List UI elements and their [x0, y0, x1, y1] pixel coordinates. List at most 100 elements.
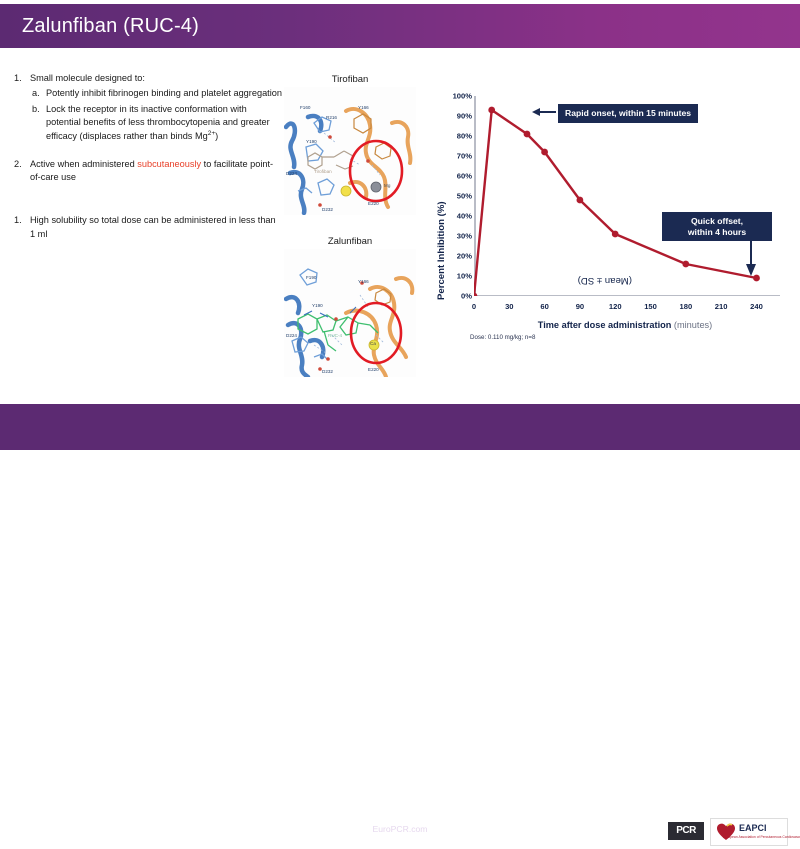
- y-axis-tick: 0%: [461, 291, 472, 301]
- protein-structure-diagram: [284, 249, 416, 377]
- residue-label-f190: F190: [306, 275, 317, 280]
- molecule-panel-zalunfiban: Zalunfiban: [284, 236, 416, 377]
- y-axis-tick: 80%: [456, 131, 472, 141]
- data-point: [753, 274, 760, 282]
- slide-header: Zalunfiban (RUC-4): [0, 4, 800, 48]
- plot-area: [474, 96, 780, 296]
- slide-footer: 2024 euro PCR EuroPCR.com PCR EAPCI Euro…: [0, 404, 800, 848]
- list-item-main: Lock the receptor in its inactive confor…: [46, 103, 270, 142]
- x-axis-tick: 60: [540, 302, 549, 311]
- badge-eapci-name: EAPCI: [739, 823, 767, 833]
- callout-quick-offset: Quick offset, within 4 hours: [662, 212, 772, 242]
- metal-ion-label: Ca: [370, 341, 376, 346]
- callout-line-1: Quick offset,: [690, 216, 744, 226]
- molecule-figure: F190 Y166 Y190 D224 D232 E220 RUC-4 Ca: [284, 249, 416, 377]
- residue-label-y190: Y190: [306, 139, 317, 144]
- badge-eapci-subtitle: European Association of Percutaneous Car…: [723, 835, 800, 839]
- molecule-title: Zalunfiban: [327, 236, 373, 247]
- x-axis-units: (minutes): [673, 320, 713, 330]
- residue-label-d232: D232: [322, 369, 333, 374]
- x-axis-label-main: Time after dose administration: [537, 320, 672, 330]
- residue-label-d224: D224: [286, 333, 297, 338]
- page-title: Zalunfiban (RUC-4): [22, 15, 199, 37]
- callout-line-2: within 4 hours: [687, 226, 747, 237]
- closing-paren: ): [215, 131, 219, 142]
- data-point: [576, 196, 584, 204]
- spacer: [14, 186, 282, 200]
- data-point: [541, 148, 548, 156]
- residue-label-y190: Y190: [312, 303, 323, 308]
- badge-pcr: PCR: [668, 822, 704, 840]
- y-axis-tick: 70%: [456, 151, 472, 161]
- slide: Zalunfiban (RUC-4) 1. Small molecule des…: [0, 4, 800, 848]
- list-item-number: b.: [32, 103, 40, 114]
- protein-structure-diagram: [284, 87, 416, 215]
- highlighted-term: subcutaneously: [137, 158, 202, 169]
- chart-caption: Dose: 0.110 mg/kg; n=8: [470, 334, 536, 341]
- list-item-text: Lock the receptor in its inactive confor…: [46, 103, 282, 144]
- list-item: 2. Active when administered subcutaneous…: [14, 158, 282, 185]
- x-axis-tick: 240: [750, 302, 763, 311]
- y-axis-tick: 50%: [456, 191, 472, 201]
- x-axis-tick: 120: [608, 302, 622, 311]
- y-axis-label: Percent Inhibition (%) (Mean ± SD): [422, 104, 632, 304]
- list-item-text: Active when administered subcutaneously …: [30, 158, 282, 185]
- data-point: [682, 260, 690, 268]
- heart-icon: [717, 823, 735, 840]
- data-series-line: [474, 106, 760, 296]
- data-point: [611, 230, 619, 238]
- molecule-figure: F160 R216 Y166 Y190 D224 D232 E220 Tirof…: [284, 87, 416, 215]
- residue-label-e220: E220: [368, 201, 379, 206]
- list-item-text: Potently inhibit fibrinogen binding and …: [46, 88, 282, 99]
- list-item: a. Potently inhibit fibrinogen binding a…: [32, 87, 282, 100]
- ligand-label: RUC-4: [328, 333, 343, 338]
- list-item-number: 2.: [14, 158, 22, 169]
- annotation-arrows: [532, 108, 756, 276]
- list-item-text: Small molecule designed to:: [30, 73, 145, 83]
- residue-label-r216: R216: [326, 115, 337, 120]
- residue-label-f160: F160: [300, 105, 311, 110]
- y-axis-tick: 60%: [456, 171, 472, 181]
- residue-label-d224: D224: [286, 171, 297, 176]
- y-axis-tick: 10%: [456, 271, 472, 281]
- list-item-text: High solubility so total dose can be adm…: [30, 215, 276, 239]
- y-axis-tick: 100%: [452, 91, 472, 101]
- x-axis-line: [474, 294, 780, 296]
- x-axis-label: Time after dose administration (minutes): [460, 320, 790, 330]
- list-item: 1. Small molecule designed to:: [14, 72, 282, 85]
- x-axis-tick: 150: [644, 302, 657, 311]
- x-axis-tick: 90: [575, 302, 585, 311]
- superscript-charge: 2+: [207, 130, 216, 138]
- text-post: to facilitate point-of-care use: [30, 158, 274, 183]
- bullet-list: 1. Small molecule designed to: a. Potent…: [14, 72, 282, 243]
- y-axis-line: [474, 96, 476, 296]
- y-axis-tick: 40%: [456, 211, 472, 221]
- list-item: 1. High solubility so total dose can be …: [14, 214, 282, 241]
- x-axis-tick: 0: [471, 302, 477, 311]
- data-point: [474, 292, 478, 296]
- list-item-number: 1.: [14, 73, 22, 83]
- residue-label-e220: E220: [368, 367, 379, 372]
- y-axis-tick: 20%: [456, 251, 472, 261]
- data-point: [523, 130, 531, 138]
- y-axis-tick: 30%: [456, 231, 472, 241]
- x-axis-tick: 210: [714, 302, 728, 311]
- residue-label-y166: Y166: [358, 279, 369, 284]
- metal-ion-label: Mg: [384, 183, 391, 188]
- residue-label-d232: D232: [322, 207, 333, 212]
- x-axis-tick: 180: [679, 302, 693, 311]
- list-item-number: 1.: [14, 215, 22, 226]
- y-axis-ticks: 0% 10% 20% 30% 40% 50% 60% 70% 80% 90% 100%: [442, 92, 472, 302]
- ligand-label: Tirofiban: [314, 169, 332, 174]
- list-item-number: a.: [32, 88, 40, 99]
- badge-eapci: EAPCI European Association of Percutaneo…: [710, 818, 800, 846]
- molecule-panel-tirofiban: Tirofiban: [284, 74, 416, 215]
- y-axis-tick: 90%: [456, 111, 472, 121]
- spacer: [14, 200, 282, 214]
- text-pre: Active when administered: [30, 158, 138, 169]
- x-axis-ticks: 0 30 60 90 120 150 180 210 240: [471, 302, 780, 316]
- spacer: [14, 144, 282, 158]
- callout-rapid-onset: Rapid onset, within 15 minutes: [558, 104, 699, 123]
- inhibition-chart: Percent Inhibition (%) (Mean ± SD) 0% 10%…: [422, 92, 792, 341]
- data-point: [488, 106, 496, 114]
